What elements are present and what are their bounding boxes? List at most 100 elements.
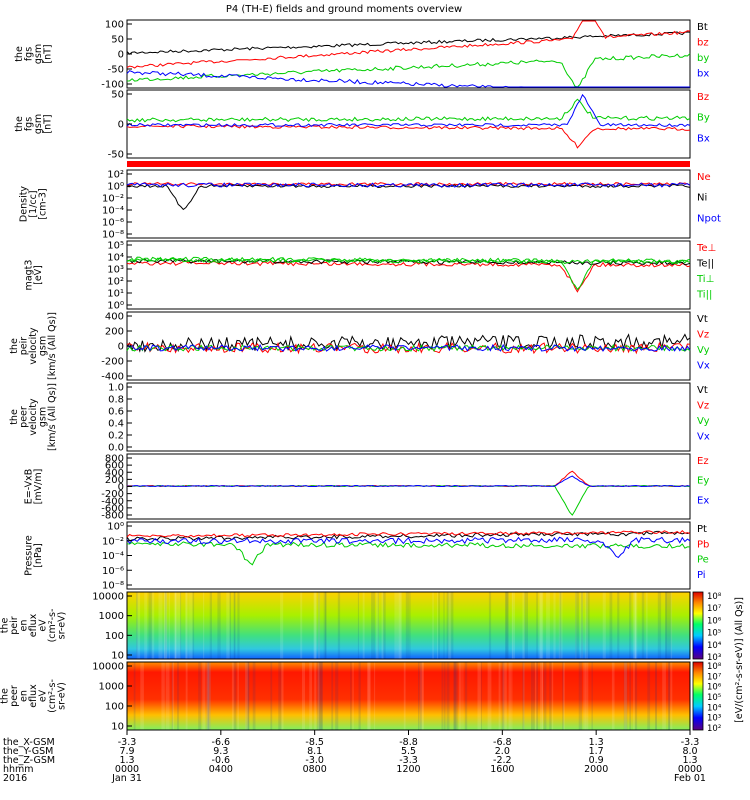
series-line-Vt (126, 333, 691, 353)
spectrogram-texture (443, 662, 446, 730)
colorbar-tick-label: 10⁵ (707, 629, 721, 639)
y-tick-label: 400 (105, 312, 124, 323)
spectrogram-texture (168, 592, 170, 659)
spectrogram-texture (144, 592, 148, 659)
spectrogram-texture (198, 662, 202, 730)
x-column-value: 1.3 (119, 755, 134, 766)
y-tick-label: 0 (118, 120, 124, 131)
spectrogram-texture (419, 662, 422, 730)
series-line-Bt (126, 31, 691, 55)
spectrogram-texture (464, 662, 468, 730)
spectrogram-texture (237, 662, 239, 730)
legend-Pi: Pi (697, 570, 706, 581)
spectrogram-texture (665, 592, 669, 659)
y-tick-label: -600 (101, 503, 124, 514)
y-tick-label: 0.0 (108, 443, 124, 454)
colorbar-label: [eV/(cm²-s-sr-eV)] (All Qs)] (734, 597, 745, 723)
x-column-value: 2000 (584, 764, 608, 775)
spectrogram-texture (319, 662, 323, 730)
legend-Vz: Vz (697, 401, 709, 412)
y-axis-label: Density (19, 186, 30, 222)
y-tick-label: 0.4 (108, 419, 124, 430)
y-axis-label: the (9, 409, 20, 425)
legend-Vt: Vt (697, 385, 708, 396)
y-tick-label: 400 (105, 468, 124, 479)
legend-Vt: Vt (697, 314, 708, 325)
spectrogram-texture (300, 592, 303, 659)
spectrogram-texture (602, 592, 606, 659)
y-tick-label: 10000 (92, 662, 124, 673)
series-line-Pi (126, 536, 691, 559)
spectrogram-texture (234, 592, 236, 659)
series-line-Pb (126, 529, 691, 538)
spectrogram-texture (247, 662, 249, 730)
y-axis-label: [nT] (42, 114, 53, 133)
y-axis-label: fgs (23, 47, 34, 61)
series-line-Pt (126, 530, 691, 542)
spectrogram-texture (480, 662, 482, 730)
y-axis-label: the (9, 338, 20, 354)
spectrogram-texture (192, 592, 195, 659)
spectrogram-texture (374, 662, 376, 730)
x-column-value: 0000 (678, 764, 702, 775)
spectrogram-texture (540, 662, 543, 730)
spectrogram-texture (164, 592, 167, 659)
spectrogram-texture (501, 662, 505, 730)
spectrogram-texture (381, 592, 384, 659)
y-tick-label: 200 (105, 475, 124, 486)
y-tick-label: 10⁻² (102, 536, 124, 547)
spectrogram-texture (505, 592, 508, 659)
spectrogram-texture (488, 592, 492, 659)
spectrogram-texture (502, 662, 507, 730)
legend-Ti⊥: Ti⊥ (696, 274, 714, 285)
spectrogram-texture (458, 662, 462, 730)
spectrogram-texture (446, 592, 450, 659)
spectrogram-texture (278, 662, 282, 730)
y-tick-label: 100 (105, 20, 124, 31)
spectrogram-texture (634, 592, 637, 659)
series-line-Te⊥ (126, 260, 691, 293)
y-axis-label: the (14, 116, 25, 132)
panel-frame (126, 521, 691, 590)
x-column-value: 0000 (115, 764, 139, 775)
y-tick-label: 1000 (99, 682, 124, 693)
legend-Vx: Vx (697, 432, 710, 443)
spectrogram-texture (237, 592, 240, 659)
legend-by: by (697, 53, 709, 64)
spectrogram-texture (320, 662, 323, 730)
y-tick-label: 10⁰ (107, 522, 124, 533)
y-axis-label: velocity (28, 327, 39, 365)
y-axis-label: sr-eV) (57, 682, 68, 710)
series-line-Bz (126, 124, 691, 149)
spectrogram-texture (575, 592, 577, 659)
y-axis-label: en (19, 620, 30, 632)
spectrogram-texture (633, 662, 635, 730)
y-tick-label: 10⁻⁸ (102, 230, 124, 241)
y-tick-label: 100 (105, 702, 124, 713)
y-axis-label: [nT] (42, 44, 53, 63)
y-axis-label: eflux (28, 684, 39, 708)
spectrogram-texture (538, 592, 543, 659)
y-tick-label: 0 (118, 482, 124, 493)
spectrogram-texture (536, 662, 539, 730)
y-tick-label: 50 (111, 90, 124, 101)
spectrogram-texture (670, 592, 673, 659)
spectrogram-texture (629, 662, 631, 730)
x-column-value: 0.9 (589, 755, 604, 766)
y-axis-label: gsm (33, 114, 44, 134)
x-column-value: 7.9 (119, 746, 134, 757)
x-column-value: 1200 (396, 764, 420, 775)
panels: 100500-50-100thefgsgsm[nT]Btbzbybx500-50… (0, 19, 745, 734)
spectrogram-texture (175, 592, 180, 659)
y-axis-label: fgs (23, 117, 34, 131)
spectrogram-texture (405, 592, 410, 659)
spectrogram-texture (647, 662, 651, 730)
colorbar-tick-label: 10⁸ (707, 662, 722, 672)
x-column-value: 5.5 (401, 746, 416, 757)
spectrogram-texture (541, 662, 543, 730)
spectrogram-texture (611, 662, 615, 730)
y-tick-label: 0.2 (108, 431, 124, 442)
y-axis-label: [cm-3] (38, 188, 49, 219)
